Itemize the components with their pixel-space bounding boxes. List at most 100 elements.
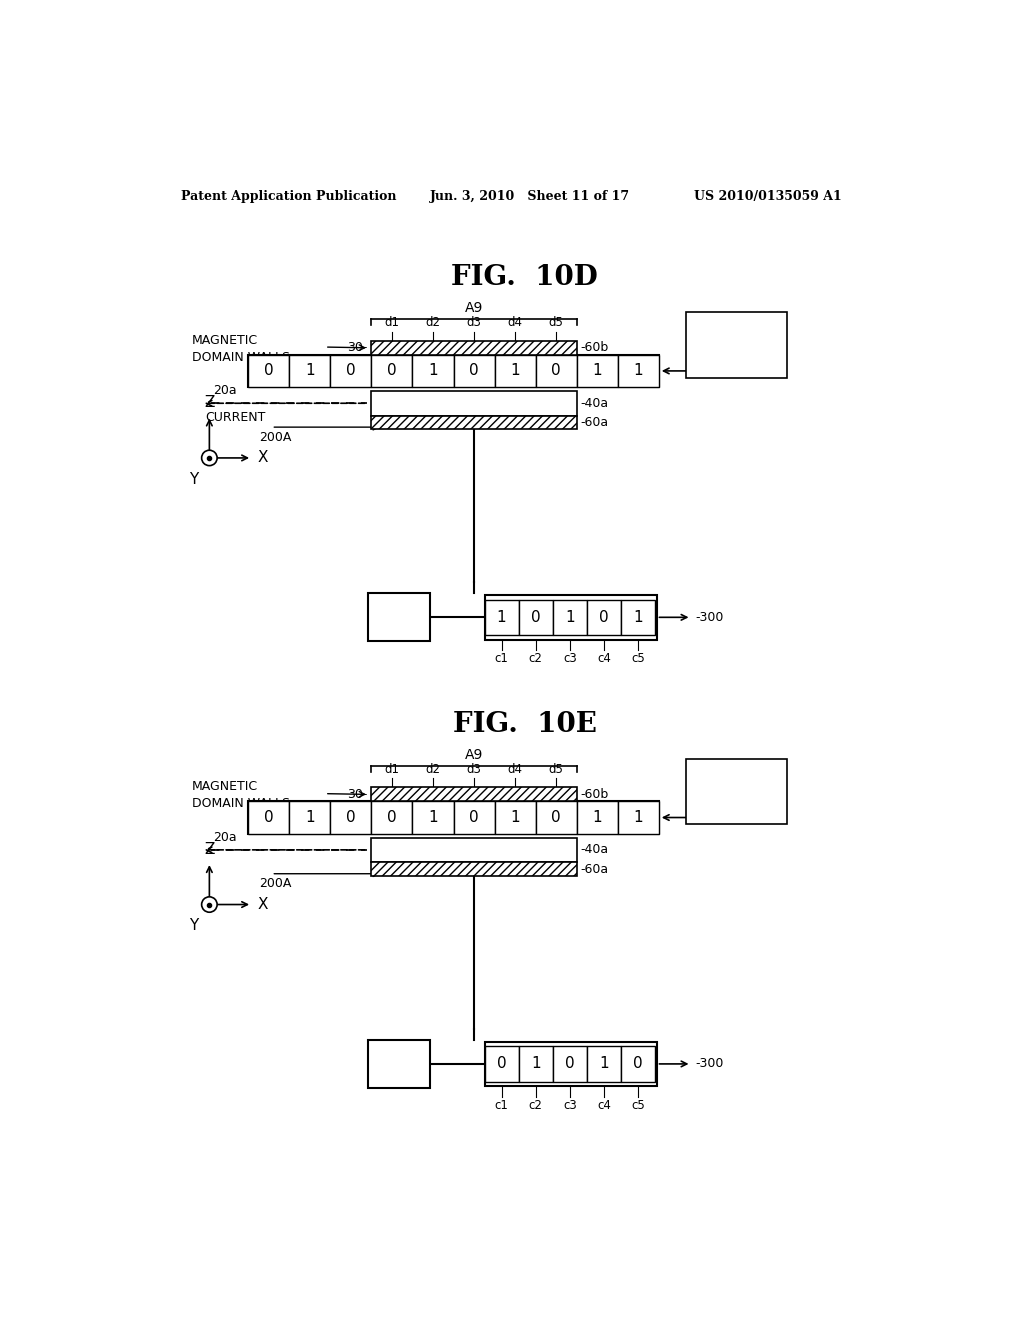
- Bar: [372, 837, 577, 862]
- Bar: [372, 341, 577, 355]
- Text: 250: 250: [382, 606, 417, 623]
- Text: D1: D1: [750, 774, 767, 787]
- Text: 0: 0: [565, 1056, 574, 1072]
- Text: d2: d2: [425, 317, 440, 330]
- Bar: [617, 801, 658, 834]
- Bar: [454, 801, 495, 834]
- Bar: [495, 801, 536, 834]
- Text: 0: 0: [346, 810, 355, 825]
- Bar: [289, 801, 331, 834]
- Text: Patent Application Publication: Patent Application Publication: [180, 190, 396, 203]
- Text: 0: 0: [551, 810, 561, 825]
- Text: 20a: 20a: [213, 384, 237, 397]
- Text: c3: c3: [563, 1098, 577, 1111]
- Text: d1: d1: [384, 317, 399, 330]
- Text: 1: 1: [530, 1056, 541, 1072]
- Bar: [484, 599, 518, 635]
- Text: 1: 1: [510, 363, 520, 379]
- Text: 1: 1: [428, 363, 438, 379]
- Text: FIG.  10D: FIG. 10D: [452, 264, 598, 292]
- Text: -40a: -40a: [581, 843, 608, 857]
- Text: c2: c2: [528, 1098, 543, 1111]
- Text: MAGNETIC
DOMAIN WALLS: MAGNETIC DOMAIN WALLS: [191, 334, 290, 363]
- Text: FIG.  10E: FIG. 10E: [453, 711, 597, 738]
- Text: -40a: -40a: [581, 397, 608, 409]
- Text: Y: Y: [189, 919, 199, 933]
- Bar: [372, 862, 577, 876]
- Text: 1: 1: [634, 810, 643, 825]
- Bar: [553, 599, 587, 635]
- Text: c4: c4: [597, 652, 610, 665]
- Bar: [587, 1047, 621, 1081]
- Circle shape: [202, 450, 217, 466]
- Bar: [553, 1047, 587, 1081]
- Bar: [454, 355, 495, 387]
- Text: d3: d3: [467, 763, 481, 776]
- Text: 1: 1: [510, 810, 520, 825]
- Text: -60a: -60a: [581, 862, 608, 875]
- Bar: [369, 594, 430, 642]
- Text: CURRENT: CURRENT: [206, 411, 266, 424]
- Text: 1: 1: [428, 810, 438, 825]
- Bar: [484, 595, 656, 640]
- Text: MAGNETIC
DOMAIN WALLS: MAGNETIC DOMAIN WALLS: [191, 780, 290, 810]
- Text: 0: 0: [387, 810, 396, 825]
- Text: 0: 0: [633, 1056, 643, 1072]
- Bar: [577, 801, 617, 834]
- Bar: [289, 355, 331, 387]
- Bar: [331, 801, 372, 834]
- Text: 1: 1: [593, 810, 602, 825]
- Text: D2: D2: [750, 797, 767, 810]
- Text: 0: 0: [387, 363, 396, 379]
- Text: d3: d3: [467, 317, 481, 330]
- Text: d2: d2: [425, 763, 440, 776]
- Text: 20a: 20a: [213, 830, 237, 843]
- Text: 1: 1: [634, 363, 643, 379]
- Text: X: X: [257, 898, 268, 912]
- Text: A9: A9: [465, 748, 483, 762]
- Text: d4: d4: [508, 763, 522, 776]
- Bar: [518, 1047, 553, 1081]
- Text: -300: -300: [695, 1057, 724, 1071]
- Text: 200A: 200A: [259, 878, 292, 890]
- Bar: [621, 1047, 655, 1081]
- Text: d5: d5: [549, 317, 563, 330]
- Bar: [518, 599, 553, 635]
- Text: A9: A9: [465, 301, 483, 315]
- Text: 0: 0: [264, 363, 273, 379]
- Bar: [248, 801, 658, 834]
- Bar: [621, 599, 655, 635]
- Text: c4: c4: [597, 1098, 610, 1111]
- Text: c3: c3: [563, 652, 577, 665]
- Text: US 2010/0135059 A1: US 2010/0135059 A1: [693, 190, 842, 203]
- Text: c2: c2: [528, 652, 543, 665]
- Text: 30-: 30-: [347, 342, 368, 354]
- Text: Y: Y: [189, 471, 199, 487]
- Text: -300: -300: [695, 611, 724, 624]
- Bar: [248, 801, 289, 834]
- Bar: [536, 801, 577, 834]
- Bar: [484, 1047, 518, 1081]
- Text: -60b: -60b: [581, 342, 609, 354]
- Text: 1: 1: [305, 363, 314, 379]
- Text: 0: 0: [497, 1056, 506, 1072]
- Bar: [372, 801, 413, 834]
- Text: 0: 0: [469, 810, 479, 825]
- Text: c5: c5: [631, 652, 645, 665]
- Text: X: X: [257, 450, 268, 466]
- Text: D1: D1: [750, 327, 767, 341]
- Bar: [369, 1040, 430, 1088]
- Text: 0: 0: [264, 810, 273, 825]
- Text: 0: 0: [530, 610, 541, 624]
- Bar: [372, 355, 413, 387]
- Text: 1: 1: [593, 363, 602, 379]
- Bar: [686, 313, 786, 378]
- Bar: [248, 355, 289, 387]
- Circle shape: [202, 896, 217, 912]
- Bar: [495, 355, 536, 387]
- Text: Jun. 3, 2010   Sheet 11 of 17: Jun. 3, 2010 Sheet 11 of 17: [430, 190, 631, 203]
- Text: D2: D2: [750, 351, 767, 363]
- Bar: [587, 599, 621, 635]
- Text: 1: 1: [599, 1056, 608, 1072]
- Bar: [577, 355, 617, 387]
